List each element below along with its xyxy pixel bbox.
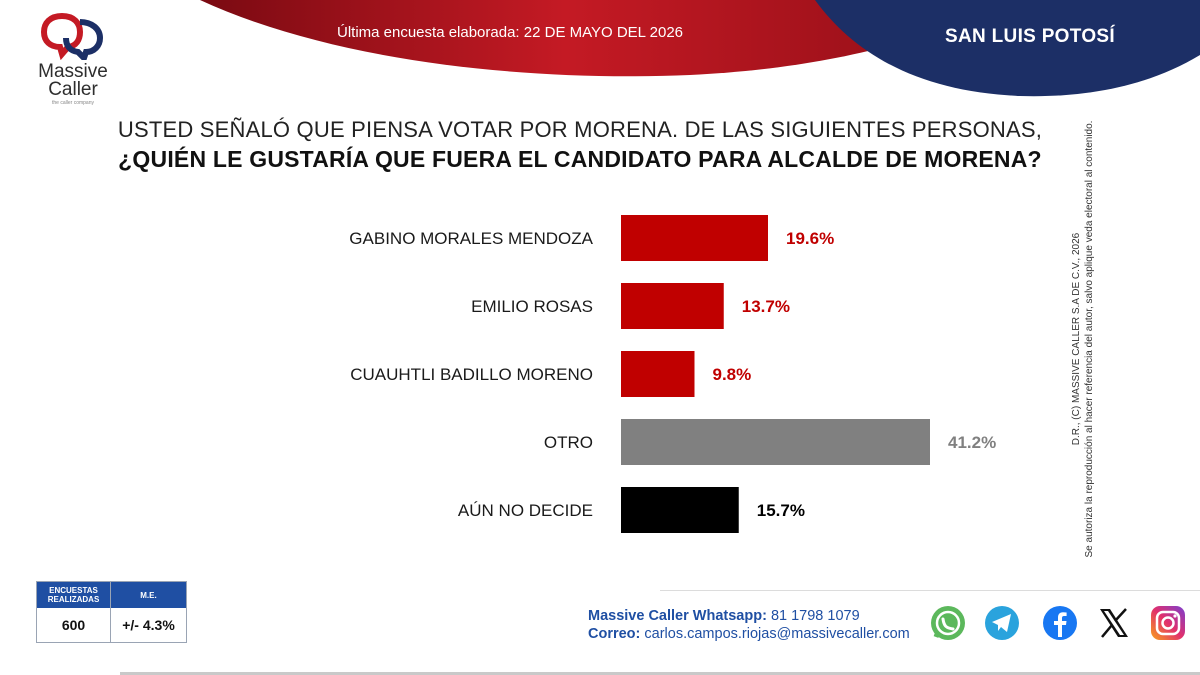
category-label: GABINO MORALES MENDOZA	[349, 229, 593, 248]
copyright-side-text: D.R., (C) MASSIVE CALLER S.A DE C.V., 20…	[1070, 79, 1096, 599]
value-label: 15.7%	[757, 501, 805, 520]
category-label: AÚN NO DECIDE	[458, 501, 593, 520]
copyright-line: D.R., (C) MASSIVE CALLER S.A DE C.V., 20…	[1071, 232, 1082, 446]
surveys-header: ENCUESTAS REALIZADAS	[37, 582, 111, 608]
header-navy-band	[815, 0, 1200, 97]
logo-tagline: the caller company	[52, 100, 94, 106]
value-label: 41.2%	[948, 433, 996, 452]
header-background	[200, 0, 1200, 97]
bar	[621, 419, 930, 465]
margin-error-value: +/- 4.3%	[122, 617, 175, 633]
facebook-icon[interactable]	[1041, 604, 1079, 642]
region-title: SAN LUIS POTOSÍ	[945, 26, 1115, 47]
question-line-2: ¿QUIÉN LE GUSTARÍA QUE FUERA EL CANDIDAT…	[118, 146, 1042, 172]
whatsapp-number[interactable]: 81 1798 1079	[770, 608, 860, 624]
speech-bubbles-icon	[40, 12, 104, 60]
value-label: 13.7%	[742, 297, 790, 316]
margin-error-header: M.E.	[140, 590, 157, 600]
bottom-rule	[120, 672, 1200, 675]
logo-text-caller: Caller	[48, 79, 98, 100]
value-label: 19.6%	[786, 229, 834, 248]
surveys-value: 600	[37, 608, 111, 642]
footer-divider	[660, 590, 1200, 591]
whatsapp-contact: Massive Caller Whatsapp: 81 1798 1079	[588, 608, 860, 624]
sample-info-table: ENCUESTAS REALIZADAS M.E. 600 +/- 4.3%	[36, 581, 187, 643]
category-label: OTRO	[544, 433, 593, 452]
bar	[621, 215, 768, 261]
x-icon[interactable]	[1095, 604, 1133, 642]
massive-caller-logo: Massive Caller the caller company	[28, 12, 118, 106]
email-contact: Correo: carlos.campos.riojas@massivecall…	[588, 626, 910, 642]
survey-date: Última encuesta elaborada: 22 DE MAYO DE…	[336, 24, 684, 41]
bar	[621, 283, 724, 329]
instagram-icon[interactable]	[1149, 604, 1187, 642]
whatsapp-label: Massive Caller Whatsapp:	[588, 608, 767, 624]
bar	[621, 351, 695, 397]
telegram-icon[interactable]	[983, 604, 1021, 642]
value-label: 9.8%	[713, 365, 752, 384]
logo-text-massive: Massive	[38, 61, 108, 82]
header-red-band	[200, 0, 1010, 77]
email-address[interactable]: carlos.campos.riojas@massivecaller.com	[644, 626, 910, 642]
email-label: Correo:	[588, 626, 641, 642]
category-label: EMILIO ROSAS	[471, 297, 593, 316]
reproduction-notice: Se autoriza la reproducción al hacer ref…	[1084, 120, 1095, 558]
question-line-1: USTED SEÑALÓ QUE PIENSA VOTAR POR MORENA…	[117, 117, 1043, 142]
category-label: CUAUHTLI BADILLO MORENO	[350, 365, 593, 384]
whatsapp-icon[interactable]	[929, 604, 967, 642]
bar	[621, 487, 739, 533]
